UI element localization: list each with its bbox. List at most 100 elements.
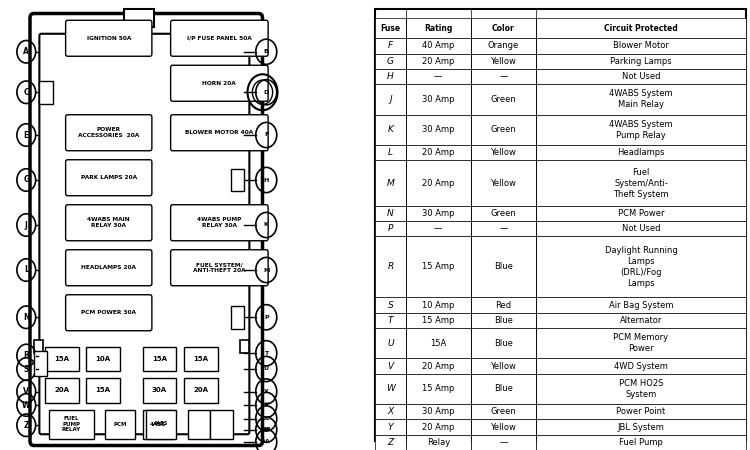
Bar — [375, 328, 406, 359]
Text: 20 Amp: 20 Amp — [422, 423, 454, 432]
Text: 15A: 15A — [152, 356, 166, 362]
Bar — [45, 378, 79, 403]
Bar — [146, 410, 176, 439]
Bar — [375, 404, 406, 419]
Bar — [536, 237, 746, 297]
Text: Relay: Relay — [427, 438, 450, 447]
Bar — [406, 359, 471, 374]
Text: 30 Amp: 30 Amp — [422, 407, 454, 416]
Text: L: L — [388, 148, 393, 157]
Bar — [406, 160, 471, 206]
Bar — [406, 374, 471, 404]
Text: PARK LAMPS 20A: PARK LAMPS 20A — [81, 175, 136, 180]
Text: K: K — [388, 125, 394, 134]
Bar — [536, 206, 746, 221]
Bar — [471, 419, 536, 435]
Text: Parking Lamps: Parking Lamps — [610, 57, 672, 66]
FancyBboxPatch shape — [170, 250, 268, 286]
Bar — [375, 359, 406, 374]
Text: N: N — [23, 313, 29, 322]
Bar — [536, 38, 746, 54]
Text: Power Point: Power Point — [616, 407, 665, 416]
Text: Fuel Pump: Fuel Pump — [619, 438, 663, 447]
Text: Green: Green — [490, 209, 516, 218]
Text: S: S — [23, 364, 29, 373]
Bar — [406, 145, 471, 160]
Bar — [45, 346, 79, 371]
Text: T: T — [264, 351, 268, 356]
Bar — [231, 306, 244, 328]
Bar — [536, 313, 746, 328]
Bar — [105, 410, 135, 439]
Text: IGNITION 50A: IGNITION 50A — [86, 36, 131, 41]
Bar — [536, 404, 746, 419]
Text: 15A: 15A — [96, 387, 111, 393]
Text: BLOWER MOTOR 40A: BLOWER MOTOR 40A — [185, 130, 254, 135]
Bar — [471, 374, 536, 404]
Bar — [210, 410, 232, 439]
Bar — [536, 160, 746, 206]
Text: M: M — [263, 267, 269, 273]
Text: K: K — [264, 222, 268, 228]
Bar — [375, 374, 406, 404]
Bar — [406, 54, 471, 69]
Text: E: E — [24, 130, 29, 140]
FancyBboxPatch shape — [39, 34, 249, 434]
Text: 4WABS System
Pump Relay: 4WABS System Pump Relay — [609, 120, 673, 140]
Text: Headlamps: Headlamps — [617, 148, 664, 157]
Text: 10 Amp: 10 Amp — [422, 301, 454, 310]
Text: Blue: Blue — [494, 262, 513, 271]
Bar — [406, 297, 471, 313]
Text: HEADLAMPS 20A: HEADLAMPS 20A — [81, 265, 136, 270]
Text: 15 Amp: 15 Amp — [422, 316, 454, 325]
Text: U: U — [264, 366, 268, 372]
Text: S: S — [388, 301, 393, 310]
FancyBboxPatch shape — [170, 115, 268, 151]
Text: 20A: 20A — [194, 387, 208, 393]
Bar — [471, 313, 536, 328]
Bar — [536, 297, 746, 313]
Text: A: A — [23, 47, 29, 56]
Bar — [406, 419, 471, 435]
Text: 30 Amp: 30 Amp — [422, 209, 454, 218]
Text: —: — — [499, 438, 508, 447]
Bar — [184, 378, 218, 403]
Bar — [142, 346, 176, 371]
Text: Circuit Protected: Circuit Protected — [604, 23, 678, 33]
Bar — [406, 69, 471, 84]
Text: Rating: Rating — [424, 23, 452, 33]
Text: POWER
ACCESSORIES  20A: POWER ACCESSORIES 20A — [78, 127, 140, 138]
Bar — [86, 378, 120, 403]
Text: 20 Amp: 20 Amp — [422, 148, 454, 157]
FancyBboxPatch shape — [30, 14, 262, 446]
Text: 15A: 15A — [194, 356, 208, 362]
Text: PCM: PCM — [113, 422, 127, 427]
Text: PCM Power: PCM Power — [618, 209, 664, 218]
Bar — [536, 69, 746, 84]
Bar — [124, 9, 154, 27]
Text: J: J — [25, 220, 28, 230]
Text: R: R — [387, 262, 394, 271]
Bar — [406, 18, 471, 38]
Bar — [536, 18, 746, 38]
Text: H: H — [264, 177, 268, 183]
Bar — [375, 145, 406, 160]
Text: Y: Y — [388, 423, 393, 432]
Bar — [406, 84, 471, 114]
Bar — [375, 69, 406, 84]
Text: 20 Amp: 20 Amp — [422, 57, 454, 66]
Text: Z: Z — [23, 421, 29, 430]
Text: H: H — [387, 72, 394, 81]
Text: —: — — [434, 72, 442, 81]
Text: Yellow: Yellow — [490, 57, 516, 66]
Text: R: R — [23, 351, 29, 360]
Text: 4WD System: 4WD System — [614, 362, 668, 371]
Text: Z: Z — [388, 438, 394, 447]
Text: W: W — [22, 400, 31, 410]
Bar — [49, 410, 94, 439]
Bar — [536, 359, 746, 374]
Text: J: J — [389, 95, 392, 104]
Text: FUEL
PUMP
RELAY: FUEL PUMP RELAY — [62, 416, 81, 432]
Text: 15 Amp: 15 Amp — [422, 262, 454, 271]
Bar — [375, 419, 406, 435]
